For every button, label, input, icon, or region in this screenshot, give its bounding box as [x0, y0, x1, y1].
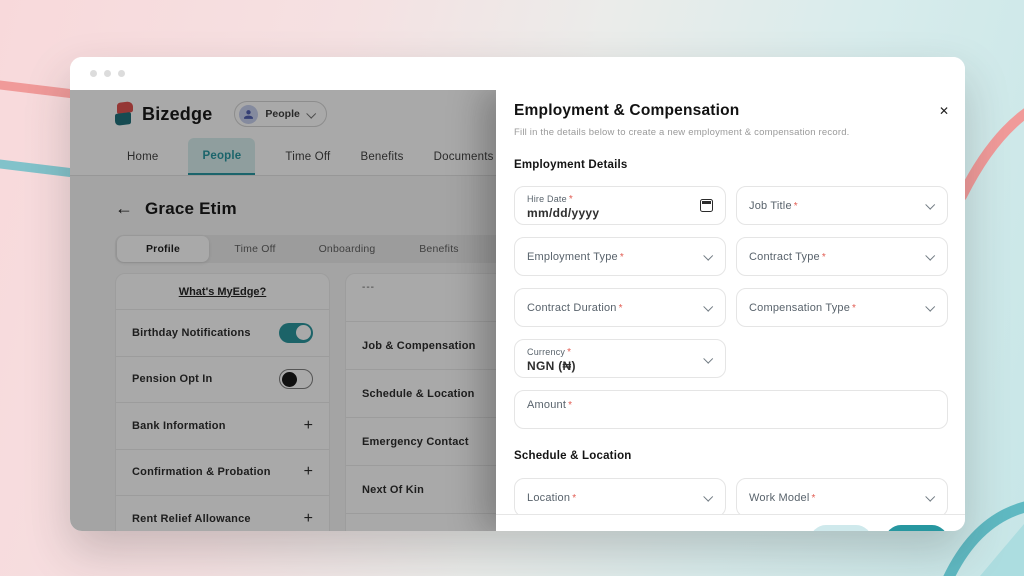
bizedge-logo-text: Bizedge	[142, 103, 213, 124]
list-item[interactable]: Confirmation & Probation +	[116, 450, 329, 496]
list-item: ---	[346, 274, 559, 322]
window-dot-icon[interactable]	[118, 70, 125, 77]
chevron-down-icon	[703, 301, 714, 312]
hire-date-value: mm/dd/yyyy	[527, 205, 600, 220]
employment-type-select[interactable]: Employment Type *	[514, 237, 726, 276]
chevron-down-icon	[703, 250, 714, 261]
nav-tab-documents[interactable]: Documents	[433, 150, 494, 163]
chevron-down-icon	[925, 199, 936, 210]
list-item: Birthday Notifications	[116, 310, 329, 357]
back-arrow-icon[interactable]: ←	[115, 198, 133, 218]
save-button[interactable]	[885, 525, 948, 531]
subtab-onboarding[interactable]: Onboarding	[318, 243, 376, 255]
subtab-time-off[interactable]: Time Off	[234, 243, 276, 255]
contract-duration-select[interactable]: Contract Duration *	[514, 288, 726, 327]
window-dot-icon[interactable]	[104, 70, 111, 77]
chevron-down-icon	[703, 353, 714, 364]
placeholder-dashes: ---	[362, 282, 375, 293]
workspace-label: People	[265, 108, 300, 120]
cancel-button[interactable]	[810, 525, 872, 531]
modal-subtitle: Fill in the details below to create a ne…	[514, 127, 850, 138]
job-title-select[interactable]: Job Title *	[736, 186, 948, 225]
whats-myedge-link[interactable]: What's MyEdge?	[178, 285, 267, 298]
nav-tab-benefits[interactable]: Benefits	[360, 150, 404, 163]
nav-tab-time-off[interactable]: Time Off	[285, 150, 331, 163]
page-title-row: ← Grace Etim	[115, 198, 965, 219]
plus-icon[interactable]: +	[303, 416, 313, 434]
location-select[interactable]: Location *	[514, 478, 726, 517]
work-model-select[interactable]: Work Model *	[736, 478, 948, 517]
chevron-down-icon	[925, 250, 936, 261]
list-item[interactable]: Next Of Kin	[346, 466, 559, 514]
pension-opt-in-toggle[interactable]	[279, 369, 313, 390]
schedule-location-heading: Schedule & Location	[514, 450, 632, 462]
currency-value: NGN (₦)	[527, 358, 576, 373]
chevron-down-icon	[925, 491, 936, 502]
list-item: Pension Opt In	[116, 357, 329, 403]
chevron-down-icon	[703, 491, 714, 502]
workspace-switcher[interactable]: People	[234, 101, 327, 127]
list-item[interactable]: Bank Information +	[116, 403, 329, 450]
calendar-icon[interactable]	[700, 199, 713, 212]
nav-tab-people[interactable]: People	[188, 138, 256, 175]
settings-card: What's MyEdge? Birthday Notifications Pe…	[115, 273, 330, 531]
list-item[interactable]: Job & Compensation	[346, 322, 559, 370]
chevron-down-icon	[925, 301, 936, 312]
birthday-notifications-toggle[interactable]	[279, 322, 313, 343]
person-icon	[239, 104, 259, 124]
nav-tab-home[interactable]: Home	[127, 150, 159, 163]
app-content: Bizedge People Home People Time Off Bene…	[70, 90, 965, 531]
modal-title: Employment & Compensation	[514, 102, 740, 119]
bizedge-logo: Bizedge	[115, 101, 212, 127]
app-window: Bizedge People Home People Time Off Bene…	[70, 57, 965, 531]
compensation-type-select[interactable]: Compensation Type *	[736, 288, 948, 327]
amount-field[interactable]: Amount *	[514, 390, 948, 429]
window-dot-icon[interactable]	[90, 70, 97, 77]
close-icon[interactable]: ✕	[938, 104, 949, 118]
list-item[interactable]: Rent Relief Allowance +	[116, 496, 329, 531]
employment-details-heading: Employment Details	[514, 159, 628, 171]
list-item[interactable]: Emergency Contact	[346, 418, 559, 466]
subtab-profile[interactable]: Profile	[117, 236, 209, 262]
subtab-benefits[interactable]: Benefits	[419, 243, 459, 255]
window-titlebar	[70, 57, 965, 90]
plus-icon[interactable]: +	[303, 463, 313, 481]
list-item[interactable]: What's MyEdge?	[116, 274, 329, 310]
list-item[interactable]: Schedule & Location	[346, 370, 559, 418]
modal-footer	[496, 514, 965, 531]
hire-date-field[interactable]: Hire Date * mm/dd/yyyy	[514, 186, 726, 225]
employment-compensation-modal: Employment & Compensation ✕ Fill in the …	[496, 90, 965, 531]
currency-select[interactable]: Currency * NGN (₦)	[514, 339, 726, 378]
plus-icon[interactable]: +	[303, 509, 313, 527]
contract-type-select[interactable]: Contract Type *	[736, 237, 948, 276]
page-title: Grace Etim	[145, 198, 237, 218]
